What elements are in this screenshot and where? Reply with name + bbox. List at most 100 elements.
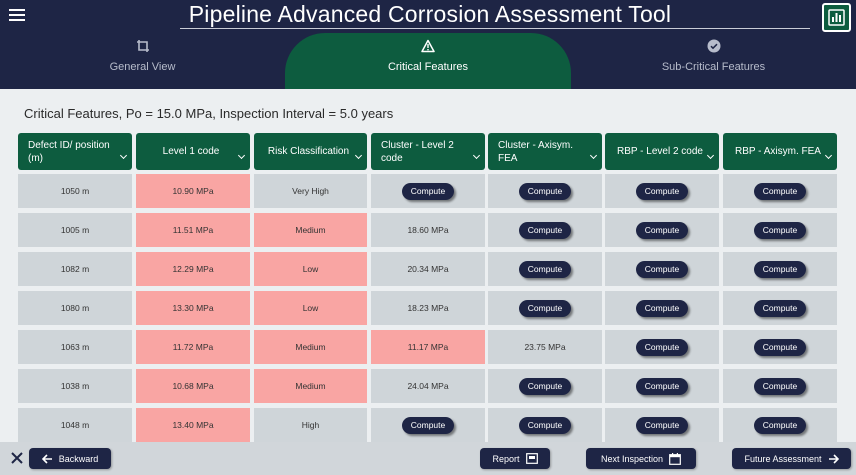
rbp-fea-cell: Compute (723, 252, 837, 286)
compute-button[interactable]: Compute (754, 221, 806, 239)
warning-triangle-icon (421, 39, 435, 53)
defect-position-cell: 1080 m (18, 291, 132, 325)
cell-value: Low (302, 303, 319, 313)
cell-value: 1048 m (60, 420, 90, 430)
cell-value: 18.23 MPa (407, 303, 449, 313)
compute-button[interactable]: Compute (636, 338, 688, 356)
chevron-down-icon (472, 151, 481, 160)
tab-label: General View (109, 61, 176, 73)
report-button[interactable]: Report (480, 448, 550, 469)
compute-button[interactable]: Compute (754, 182, 806, 200)
column-header-rbp-level2[interactable]: RBP - Level 2 code (605, 133, 719, 170)
level1-code-cell: 10.68 MPa (136, 369, 250, 403)
cluster-fea-cell: Compute (488, 252, 602, 286)
chevron-down-icon (354, 151, 363, 160)
cell-value: High (301, 420, 320, 430)
cluster-fea-cell: Compute (488, 369, 602, 403)
hamburger-menu-icon[interactable] (9, 9, 25, 23)
cell-value: 13.30 MPa (172, 303, 214, 313)
defect-position-cell: 1082 m (18, 252, 132, 286)
compute-button[interactable]: Compute (636, 221, 688, 239)
compute-button[interactable]: Compute (402, 416, 454, 434)
risk-classification-cell: Very High (254, 174, 367, 208)
cluster-level2-cell: 18.23 MPa (371, 291, 485, 325)
arrow-right-icon (828, 453, 839, 464)
cluster-level2-cell: Compute (371, 174, 485, 208)
risk-classification-cell: Medium (254, 330, 367, 364)
tab-general-view[interactable]: General View (0, 33, 285, 89)
chevron-down-icon (237, 151, 246, 160)
compute-button[interactable]: Compute (519, 416, 571, 434)
rbp-fea-cell: Compute (723, 213, 837, 247)
footer-bar: Backward Report Next Inspection Future A… (0, 442, 856, 475)
compute-button[interactable]: Compute (754, 260, 806, 278)
compute-button[interactable]: Compute (636, 182, 688, 200)
cluster-level2-cell: 24.04 MPa (371, 369, 485, 403)
risk-classification-cell: High (254, 408, 367, 442)
compute-button[interactable]: Compute (636, 299, 688, 317)
tab-bar: General View Critical Features Sub-Criti… (0, 33, 856, 89)
close-icon[interactable] (10, 451, 24, 465)
level1-code-cell: 11.51 MPa (136, 213, 250, 247)
compute-button[interactable]: Compute (402, 182, 454, 200)
column-header-cluster-level2[interactable]: Cluster - Level 2 code (371, 133, 485, 170)
tab-critical-features[interactable]: Critical Features (285, 33, 571, 89)
compute-button[interactable]: Compute (754, 299, 806, 317)
cell-value: 13.40 MPa (172, 420, 214, 430)
cell-value: 20.34 MPa (407, 264, 449, 274)
next-inspection-button[interactable]: Next Inspection (586, 448, 696, 469)
risk-classification-cell: Medium (254, 213, 367, 247)
tab-label: Critical Features (387, 61, 469, 73)
cell-value: 1063 m (60, 342, 90, 352)
cell-value: Medium (295, 342, 326, 352)
cluster-fea-cell: Compute (488, 174, 602, 208)
backward-button[interactable]: Backward (29, 448, 111, 469)
cell-value: Medium (295, 381, 326, 391)
level1-code-cell: 12.29 MPa (136, 252, 250, 286)
column-header-risk-classification[interactable]: Risk Classification (254, 133, 367, 170)
column-header-cluster-fea[interactable]: Cluster - Axisym. FEA (488, 133, 602, 170)
table-subtitle: Critical Features, Po = 15.0 MPa, Inspec… (24, 106, 394, 121)
chevron-down-icon (706, 151, 715, 160)
column-header-level1-code[interactable]: Level 1 code (136, 133, 250, 170)
compute-button[interactable]: Compute (519, 260, 571, 278)
cluster-level2-cell: 11.17 MPa (371, 330, 485, 364)
level1-code-cell: 13.30 MPa (136, 291, 250, 325)
calendar-icon (669, 452, 681, 465)
tab-sub-critical-features[interactable]: Sub-Critical Features (571, 33, 856, 89)
cell-value: 1038 m (60, 381, 90, 391)
rbp-level2-cell: Compute (605, 174, 719, 208)
cell-value: 23.75 MPa (524, 342, 566, 352)
cell-value: 1080 m (60, 303, 90, 313)
compute-button[interactable]: Compute (636, 260, 688, 278)
column-header-defect-position[interactable]: Defect ID/ position (m) (18, 133, 132, 170)
column-header-rbp-fea[interactable]: RBP - Axisym. FEA (723, 133, 837, 170)
cluster-fea-cell: Compute (488, 291, 602, 325)
compute-button[interactable]: Compute (754, 416, 806, 434)
cell-value: Low (302, 264, 319, 274)
compute-button[interactable]: Compute (519, 299, 571, 317)
defect-position-cell: 1063 m (18, 330, 132, 364)
compute-button[interactable]: Compute (519, 182, 571, 200)
compute-button[interactable]: Compute (636, 377, 688, 395)
compute-button[interactable]: Compute (636, 416, 688, 434)
bar-chart-icon (822, 3, 851, 32)
cluster-fea-cell: Compute (488, 408, 602, 442)
cell-value: 1005 m (60, 225, 90, 235)
risk-classification-cell: Low (254, 252, 367, 286)
pdf-file-icon (525, 453, 538, 464)
compute-button[interactable]: Compute (754, 377, 806, 395)
defect-position-cell: 1050 m (18, 174, 132, 208)
future-assessment-button[interactable]: Future Assessment (732, 448, 851, 469)
rbp-level2-cell: Compute (605, 252, 719, 286)
compute-button[interactable]: Compute (519, 221, 571, 239)
defect-position-cell: 1038 m (18, 369, 132, 403)
rbp-fea-cell: Compute (723, 369, 837, 403)
tab-label: Sub-Critical Features (661, 61, 766, 73)
rbp-fea-cell: Compute (723, 174, 837, 208)
compute-button[interactable]: Compute (754, 338, 806, 356)
rbp-fea-cell: Compute (723, 408, 837, 442)
compute-button[interactable]: Compute (519, 377, 571, 395)
chevron-down-icon (119, 151, 128, 160)
chevron-down-icon (589, 151, 598, 160)
